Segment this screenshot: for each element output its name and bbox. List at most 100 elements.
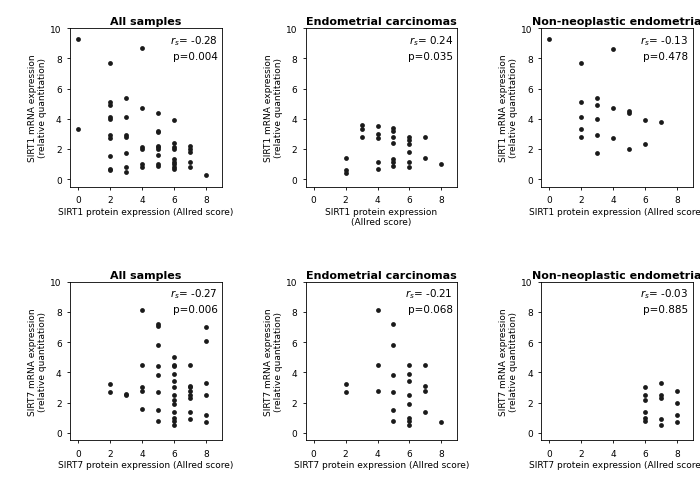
Y-axis label: SIRT1 mRNA expression
(relative quantitation): SIRT1 mRNA expression (relative quantita…	[499, 55, 519, 162]
Point	[120, 164, 132, 171]
Point	[639, 408, 650, 416]
Text: $r_s$= -0.27
p=0.006: $r_s$= -0.27 p=0.006	[169, 287, 218, 315]
X-axis label: SIRT7 protein expression (Allred score): SIRT7 protein expression (Allred score)	[294, 460, 469, 469]
Point	[639, 384, 650, 392]
Text: $r_s$= 0.24
p=0.035: $r_s$= 0.24 p=0.035	[408, 34, 453, 61]
Text: $r_s$= -0.13
p=0.478: $r_s$= -0.13 p=0.478	[640, 34, 688, 61]
Point	[153, 388, 164, 396]
Point	[153, 146, 164, 153]
Point	[388, 388, 399, 396]
Point	[655, 392, 666, 399]
Point	[184, 149, 195, 156]
Point	[169, 396, 180, 404]
Point	[200, 323, 211, 331]
Y-axis label: SIRT7 mRNA expression
(relative quantitation): SIRT7 mRNA expression (relative quantita…	[499, 308, 519, 415]
Point	[575, 134, 587, 141]
Point	[169, 146, 180, 153]
Point	[575, 60, 587, 68]
Point	[575, 114, 587, 122]
Point	[169, 117, 180, 125]
Point	[543, 36, 554, 44]
Point	[200, 411, 211, 419]
Point	[104, 132, 116, 140]
Point	[639, 414, 650, 422]
Point	[356, 126, 367, 134]
Point	[72, 36, 83, 44]
Point	[420, 134, 431, 141]
Title: Endometrial carcinomas: Endometrial carcinomas	[306, 17, 457, 27]
Point	[136, 45, 148, 52]
Title: Non-neoplastic endometria: Non-neoplastic endometria	[532, 270, 700, 280]
Point	[388, 124, 399, 132]
Point	[356, 121, 367, 129]
Point	[169, 144, 180, 152]
Point	[120, 114, 132, 122]
Point	[153, 162, 164, 170]
Point	[136, 384, 148, 392]
Point	[671, 411, 682, 419]
Point	[136, 387, 148, 394]
Title: Non-neoplastic endometria: Non-neoplastic endometria	[532, 17, 700, 27]
Point	[136, 307, 148, 315]
Text: $r_s$= -0.28
p=0.004: $r_s$= -0.28 p=0.004	[169, 34, 218, 61]
Point	[153, 417, 164, 425]
Point	[104, 116, 116, 123]
Title: All samples: All samples	[111, 17, 182, 27]
Point	[388, 156, 399, 164]
Point	[592, 132, 603, 140]
Point	[388, 140, 399, 148]
Y-axis label: SIRT7 mRNA expression
(relative quantitation): SIRT7 mRNA expression (relative quantita…	[28, 308, 48, 415]
Point	[169, 363, 180, 370]
Point	[104, 167, 116, 175]
Point	[575, 99, 587, 107]
Point	[153, 129, 164, 137]
Point	[153, 161, 164, 168]
Point	[372, 159, 383, 167]
Point	[372, 166, 383, 173]
Point	[184, 382, 195, 390]
Point	[671, 419, 682, 426]
Point	[136, 164, 148, 171]
Point	[104, 153, 116, 161]
Point	[655, 415, 666, 423]
Point	[404, 378, 415, 386]
Point	[388, 407, 399, 414]
Point	[655, 422, 666, 429]
Point	[104, 60, 116, 68]
Point	[120, 132, 132, 140]
Point	[153, 152, 164, 160]
Point	[608, 135, 619, 143]
X-axis label: SIRT1 protein expression
(Allred score): SIRT1 protein expression (Allred score)	[326, 207, 438, 227]
Point	[184, 415, 195, 423]
Point	[169, 140, 180, 148]
Point	[592, 116, 603, 123]
X-axis label: SIRT1 protein expression (Allred score): SIRT1 protein expression (Allred score)	[529, 207, 700, 216]
Point	[153, 109, 164, 117]
Point	[404, 159, 415, 167]
Point	[592, 102, 603, 110]
Point	[169, 408, 180, 416]
Point	[153, 320, 164, 328]
X-axis label: SIRT7 protein expression (Allred score): SIRT7 protein expression (Allred score)	[58, 460, 234, 469]
Point	[169, 378, 180, 386]
Point	[404, 392, 415, 399]
Y-axis label: SIRT1 mRNA expression
(relative quantitation): SIRT1 mRNA expression (relative quantita…	[28, 55, 48, 162]
Point	[388, 342, 399, 349]
Point	[104, 102, 116, 110]
Point	[340, 381, 351, 389]
Point	[169, 414, 180, 422]
Point	[340, 388, 351, 396]
Y-axis label: SIRT7 mRNA expression
(relative quantitation): SIRT7 mRNA expression (relative quantita…	[263, 308, 283, 415]
Point	[153, 363, 164, 370]
Point	[388, 417, 399, 425]
Point	[404, 417, 415, 425]
Point	[169, 164, 180, 171]
Point	[200, 379, 211, 387]
Point	[153, 144, 164, 152]
Point	[655, 394, 666, 402]
Point	[153, 407, 164, 414]
Title: Endometrial carcinomas: Endometrial carcinomas	[306, 270, 457, 280]
Point	[120, 168, 132, 176]
Point	[388, 162, 399, 170]
Point	[184, 384, 195, 392]
